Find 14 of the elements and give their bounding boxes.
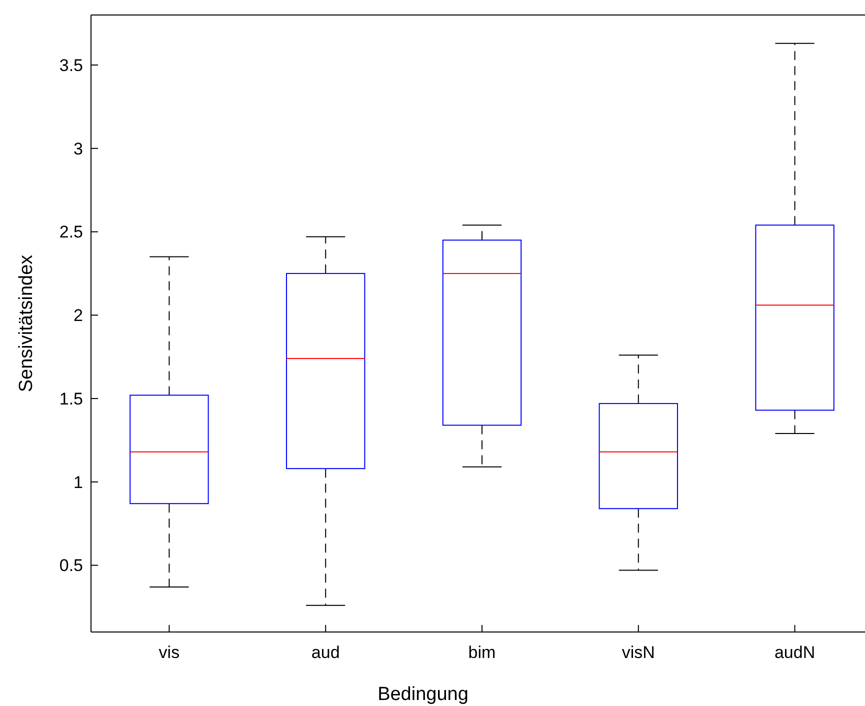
y-tick-label: 1.5: [59, 389, 83, 408]
y-tick-label: 2: [74, 306, 83, 326]
y-axis-title: Sensivitätsindex: [16, 254, 37, 392]
x-tick-label: vis: [158, 643, 180, 662]
y-tick-label: 3: [74, 139, 83, 158]
y-tick-label: 1: [74, 472, 83, 492]
x-tick-label: aud: [311, 643, 340, 662]
x-tick-label: visN: [622, 643, 655, 662]
y-tick-label: 2.5: [59, 222, 83, 242]
y-tick-label: 0.5: [59, 556, 83, 576]
y-tick-label: 3.5: [59, 56, 83, 75]
x-tick-label: audN: [774, 643, 816, 662]
x-tick-label: bim: [468, 643, 496, 662]
x-axis-title: Bedingung: [378, 684, 468, 705]
